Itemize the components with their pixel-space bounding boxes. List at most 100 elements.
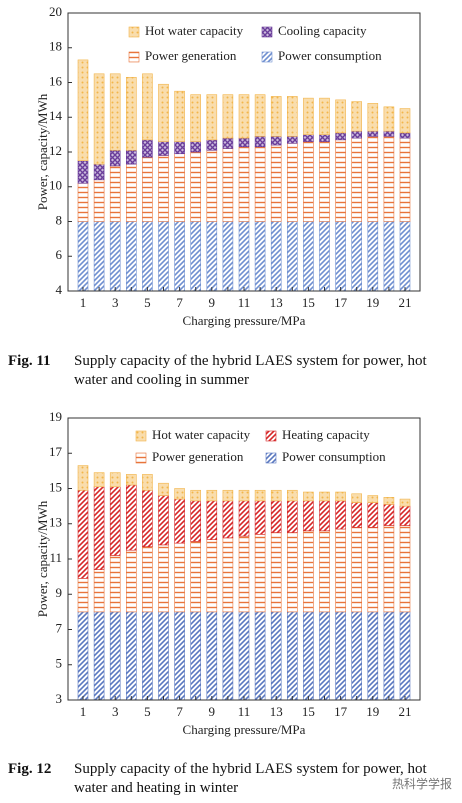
bar-segment — [77, 465, 89, 491]
bar-segment — [174, 611, 185, 701]
y-tick-label: 15 — [49, 479, 62, 494]
bar-segment — [303, 611, 314, 701]
bar-segment — [158, 495, 169, 546]
y-tick-label: 19 — [49, 409, 62, 424]
legend-swatch — [265, 452, 277, 464]
bar-segment — [383, 106, 395, 132]
bar-segment — [238, 500, 250, 537]
bar-segment — [335, 611, 346, 701]
bar-segment — [399, 611, 411, 701]
bar-segment — [158, 221, 169, 292]
bar-segment — [206, 149, 218, 222]
y-tick-label: 13 — [49, 515, 62, 530]
bar-segment — [399, 132, 411, 139]
bar-segment — [93, 486, 105, 570]
bar-segment — [351, 137, 363, 222]
bar-segment — [93, 73, 105, 165]
bar-segment — [77, 489, 89, 579]
bar-segment — [174, 498, 185, 544]
legend-label: Power generation — [152, 449, 244, 464]
bar-segment — [126, 474, 137, 486]
bar-segment — [286, 532, 298, 613]
bar-segment — [270, 221, 282, 292]
bar-segment — [383, 525, 395, 613]
y-tick-label: 5 — [56, 656, 63, 671]
x-tick-label: 17 — [334, 295, 348, 310]
bar-segment — [109, 486, 121, 556]
bar-segment — [77, 182, 89, 222]
bar-segment — [126, 149, 137, 165]
y-tick-label: 4 — [56, 282, 63, 297]
bar-segment — [351, 611, 363, 701]
watermark: 热科学学报 — [391, 777, 452, 791]
bar-segment — [109, 472, 121, 488]
bar-segment — [351, 526, 363, 613]
legend-label: Heating capacity — [282, 427, 370, 442]
bar-segment — [238, 535, 250, 613]
caption: Fig. 12 Supply capacity of the hybrid LAE… — [8, 760, 458, 798]
plot-frame — [67, 12, 421, 292]
bar-segment — [351, 130, 363, 139]
bar-segment — [77, 611, 89, 701]
bar-segment — [206, 500, 218, 540]
bar-segment — [303, 134, 314, 142]
bar-segment — [319, 611, 330, 701]
bar-segment — [190, 94, 201, 142]
bar-segment — [367, 130, 379, 137]
bar-segment — [206, 539, 218, 613]
bar-segment — [222, 489, 234, 502]
bar-segment — [254, 489, 266, 502]
bar-segment — [303, 221, 314, 292]
bar-segment — [222, 94, 234, 139]
bar-segment — [206, 611, 218, 701]
bar-segment — [190, 151, 201, 222]
bar-segment — [238, 221, 250, 292]
bar-segment — [286, 221, 298, 292]
y-tick-label: 17 — [49, 444, 63, 459]
legend-swatch — [261, 26, 273, 38]
bar-segment — [158, 482, 169, 496]
x-tick-label: 11 — [238, 704, 251, 719]
y-tick-label: 7 — [56, 620, 63, 635]
bar-segment — [109, 73, 121, 151]
bar-segment — [222, 137, 234, 149]
y-tick-label: 20 — [49, 4, 62, 19]
x-tick-label: 21 — [399, 704, 412, 719]
bar-segment — [335, 500, 346, 530]
caption: Fig. 11 Supply capacity of the hybrid LAE… — [8, 352, 458, 390]
bar-segment — [383, 504, 395, 526]
bar-segment — [190, 541, 201, 613]
bar-segment — [93, 611, 105, 701]
bar-segment — [383, 497, 395, 505]
bar-segment — [286, 489, 298, 502]
bar-segment — [351, 502, 363, 528]
bar-segment — [383, 136, 395, 222]
bar-segment — [238, 94, 250, 139]
bar-segment — [126, 221, 137, 292]
bar-segment — [367, 136, 379, 222]
bar-segment — [206, 489, 218, 502]
y-axis-label: Power, capacity/MWh — [35, 500, 50, 617]
y-tick-label: 18 — [49, 39, 62, 54]
x-tick-label: 9 — [209, 704, 216, 719]
legend-label: Hot water capacity — [152, 427, 251, 442]
caption-text: Supply capacity of the hybrid LAES syste… — [74, 761, 427, 796]
bar-segment — [126, 163, 137, 222]
bar-segment — [319, 500, 330, 532]
x-tick-label: 15 — [302, 704, 315, 719]
bar-segment — [142, 221, 153, 292]
bar-segment — [335, 132, 346, 141]
bar-segment — [254, 221, 266, 292]
bar-segment — [238, 611, 250, 701]
bar-segment — [174, 488, 185, 500]
bar-segment — [174, 141, 185, 155]
bar-segment — [142, 546, 153, 613]
y-tick-label: 3 — [56, 691, 63, 706]
bar-segment — [77, 160, 89, 184]
bar-segment — [270, 144, 282, 222]
x-axis-label: Charging pressure/MPa — [183, 313, 306, 328]
bar-segment — [303, 97, 314, 135]
bar-segment — [286, 611, 298, 701]
bar-segment — [254, 611, 266, 701]
